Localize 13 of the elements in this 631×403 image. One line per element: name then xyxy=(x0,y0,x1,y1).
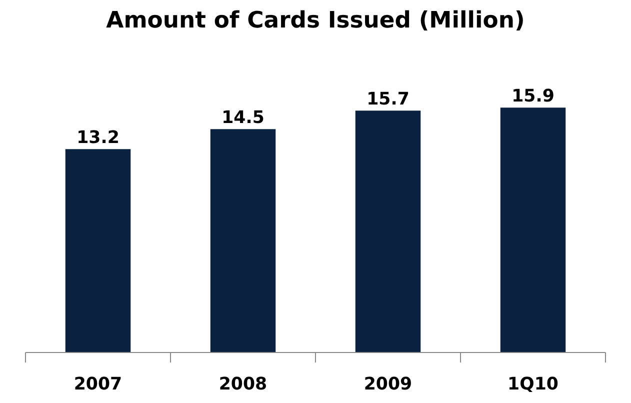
data-label: 15.7 xyxy=(366,90,410,110)
bar xyxy=(500,108,566,352)
data-label: 15.9 xyxy=(512,86,554,107)
bar xyxy=(210,129,276,352)
bar xyxy=(355,110,421,352)
x-tick-label: 1Q10 xyxy=(508,374,558,394)
data-label: 14.5 xyxy=(222,108,264,128)
bar xyxy=(65,149,131,352)
data-label: 13.2 xyxy=(76,128,120,148)
x-tick-label: 2009 xyxy=(364,374,412,394)
chart-title: Amount of Cards Issued (Million) xyxy=(106,8,525,34)
x-tick-label: 2007 xyxy=(74,374,122,394)
x-tick-label: 2008 xyxy=(218,374,268,394)
